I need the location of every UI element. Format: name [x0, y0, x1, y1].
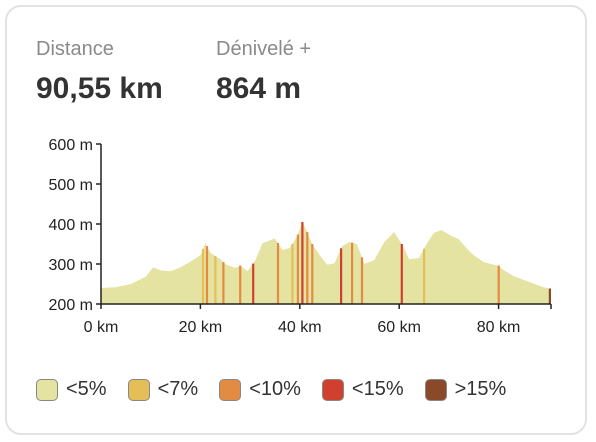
slope-segment [201, 249, 205, 304]
slope-segment [276, 243, 280, 304]
legend-swatch [321, 378, 344, 401]
slope-segment [351, 242, 354, 304]
slope-segment [296, 234, 299, 304]
elevation-gain-label: Dénivelé + [216, 38, 312, 60]
elevation-gain-stat: Dénivelé + 864 m [216, 37, 311, 107]
legend-item: <10% [219, 378, 301, 401]
distance-label: Distance [36, 38, 114, 60]
y-tick-label: 400 m [49, 217, 93, 234]
slope-segment [360, 257, 364, 304]
slope-segment [548, 288, 551, 304]
legend-item: <5% [36, 378, 107, 401]
slope-segment [311, 244, 314, 304]
legend-item: <7% [127, 378, 199, 401]
distance-value: 90,55 km [36, 72, 163, 105]
slope-segment [400, 244, 403, 304]
legend-swatch [219, 378, 242, 401]
legend-item: <15% [321, 378, 404, 401]
slope-segment [214, 256, 217, 304]
legend-label: <15% [351, 378, 404, 400]
slope-segment [205, 246, 209, 304]
legend-swatch [36, 378, 58, 401]
x-tick-label: 60 km [377, 319, 421, 336]
slope-segment [306, 232, 309, 304]
elevation-card [5, 5, 587, 435]
x-tick-label: 20 km [179, 319, 223, 336]
legend-label: <7% [157, 378, 199, 400]
profile-area [101, 222, 551, 304]
legend-swatch [127, 378, 150, 401]
slope-segment [239, 265, 242, 304]
x-tick-label: 80 km [477, 319, 521, 336]
x-tick-label: 0 km [84, 319, 119, 336]
y-tick-label: 200 m [49, 297, 93, 314]
slope-segment [497, 265, 500, 304]
elevation-gain-value: 864 m [216, 72, 302, 105]
slope-segment [301, 222, 304, 304]
legend-label: <5% [66, 378, 107, 400]
distance-stat: Distance 90,55 km [36, 37, 163, 107]
slope-segment [340, 248, 343, 304]
slope-legend: <5% <7% <10% <15% >15% [36, 378, 527, 401]
x-tick-label: 40 km [278, 319, 322, 336]
slope-segment [222, 262, 225, 304]
legend-swatch [424, 378, 447, 401]
legend-label: >15% [454, 378, 507, 400]
y-tick-label: 300 m [49, 257, 93, 274]
y-tick-label: 600 m [49, 137, 93, 154]
slope-segment [423, 248, 426, 304]
legend-label: <10% [249, 378, 301, 400]
slope-segment [291, 244, 294, 304]
slope-segment [252, 263, 255, 304]
legend-item: >15% [424, 378, 507, 401]
y-tick-label: 500 m [49, 177, 93, 194]
